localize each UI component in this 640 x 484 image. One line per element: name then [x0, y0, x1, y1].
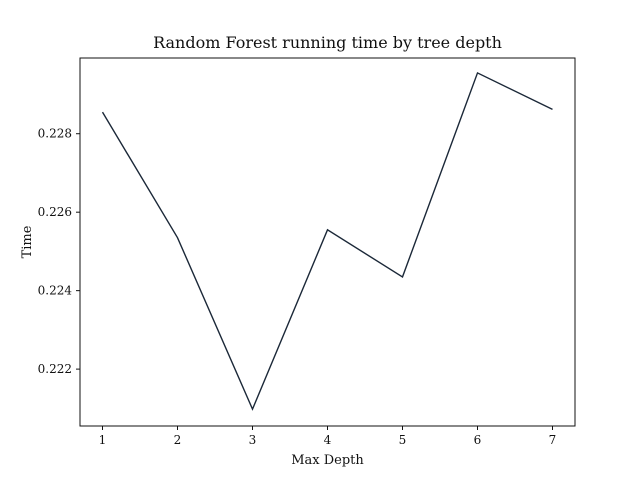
x-tick-label: 4: [324, 433, 332, 447]
y-axis: 0.222 0.224 0.226 0.228: [38, 127, 80, 376]
chart-title: Random Forest running time by tree depth: [153, 33, 502, 52]
series-layer: [101, 71, 553, 411]
y-tick-label: 0.222: [38, 362, 72, 376]
y-tick-label: 0.226: [38, 205, 72, 219]
x-tick-label: 1: [99, 433, 107, 447]
x-tick-label: 6: [474, 433, 482, 447]
y-axis-label: Time: [20, 225, 35, 258]
plot-frame: [79, 57, 576, 427]
x-tick-label: 2: [174, 433, 182, 447]
x-tick-label: 3: [249, 433, 257, 447]
x-tick-label: 5: [399, 433, 407, 447]
series-line: [101, 71, 553, 411]
plot-area: 1 2 3 4 5 6 7 0.222 0.224 0.226 0.228: [38, 57, 576, 447]
x-tick-label: 7: [549, 433, 557, 447]
y-tick-label: 0.228: [38, 127, 72, 141]
x-axis-label: Max Depth: [291, 453, 364, 468]
x-axis: 1 2 3 4 5 6 7: [99, 426, 557, 447]
y-tick-label: 0.224: [38, 284, 73, 298]
